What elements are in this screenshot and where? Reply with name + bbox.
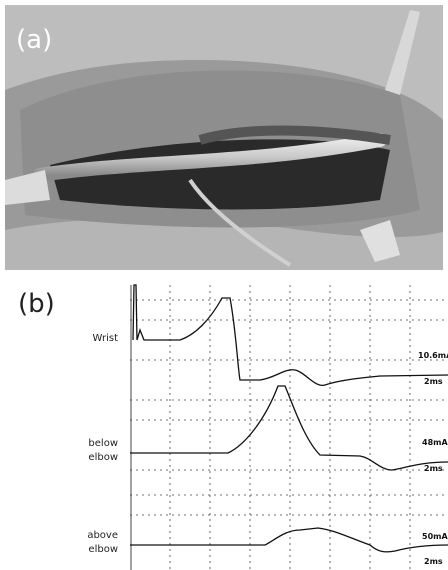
page: (a) (b) Wrist below elbow above elbow 10… bbox=[0, 0, 448, 570]
panel-label: (a) bbox=[16, 25, 52, 55]
site-label: below bbox=[88, 438, 118, 449]
figure: (a) (b) Wrist below elbow above elbow 10… bbox=[0, 0, 448, 570]
site-label: above bbox=[87, 530, 118, 541]
time-label: 2ms bbox=[424, 464, 443, 473]
trace-below-elbow bbox=[130, 386, 448, 470]
site-label: elbow bbox=[88, 452, 118, 463]
recordings: (b) Wrist below elbow above elbow 10.6mA… bbox=[18, 285, 448, 570]
site-label: elbow bbox=[88, 544, 118, 555]
photo: (a) bbox=[5, 5, 443, 270]
panel-label: (b) bbox=[18, 289, 55, 319]
amplitude-label: 10.6mA bbox=[418, 351, 448, 360]
grid bbox=[130, 285, 448, 570]
time-label: 2ms bbox=[424, 377, 443, 386]
amplitude-label: 48mA bbox=[422, 438, 448, 447]
trace-above-elbow bbox=[130, 528, 448, 552]
amplitude-label: 50mA bbox=[422, 532, 448, 541]
time-label: 2ms bbox=[424, 557, 443, 566]
site-label: Wrist bbox=[93, 333, 119, 344]
